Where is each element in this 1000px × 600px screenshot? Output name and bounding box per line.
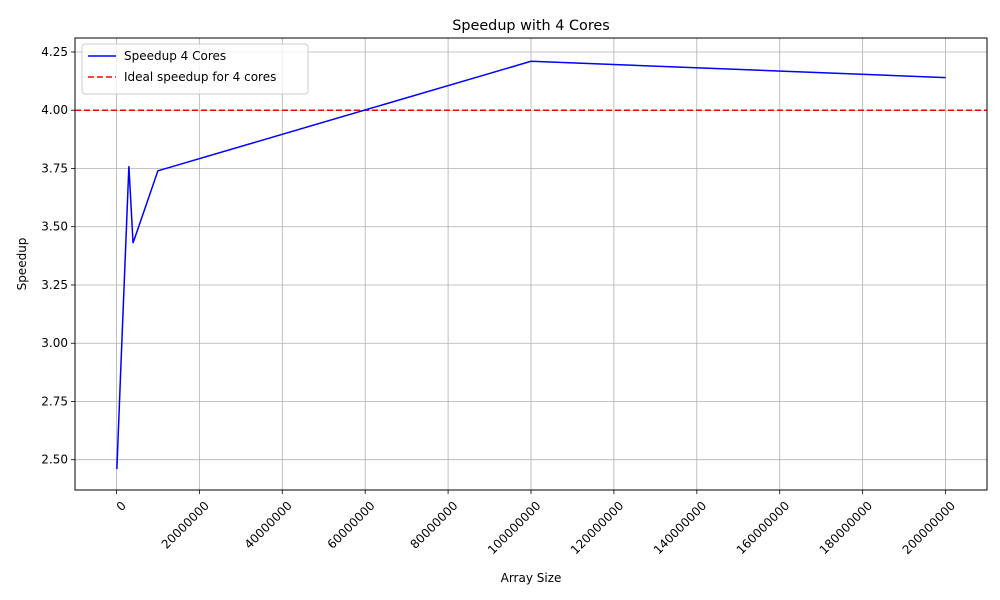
legend-label: Speedup 4 Cores [124,49,226,63]
x-tick-label: 80000000 [407,499,460,552]
y-axis-title: Speedup [15,238,29,291]
y-axis-ticks: 2.50 2.75 3.00 3.25 3.50 3.75 4.00 4.25 [41,45,75,467]
series-layer [116,60,946,470]
y-tick-label: 2.75 [41,394,68,408]
x-tick-label: 200000000 [900,499,958,557]
x-tick-label: 100000000 [485,499,543,557]
x-tick-label: 0 [114,499,129,514]
legend-label: Ideal speedup for 4 cores [124,70,276,84]
y-tick-label: 2.50 [41,453,68,467]
legend-box [81,43,309,95]
x-tick-label: 20000000 [159,499,212,552]
grid [75,38,987,490]
y-tick-label: 3.75 [41,161,68,175]
x-tick-label: 60000000 [325,499,378,552]
x-tick-label: 120000000 [568,499,626,557]
legend: Speedup 4 Cores Ideal speedup for 4 cores [81,43,309,95]
y-tick-label: 4.00 [41,103,68,117]
x-axis-ticks: 0 20000000 40000000 60000000 80000000 1000000… [114,490,958,557]
x-axis-title: Array Size [501,571,562,585]
y-tick-label: 3.00 [41,336,68,350]
y-tick-label: 3.25 [41,278,68,292]
y-tick-label: 4.25 [41,45,68,59]
x-tick-label: 40000000 [242,499,295,552]
x-tick-label: 160000000 [734,499,792,557]
x-tick-label: 140000000 [651,499,709,557]
y-tick-label: 3.50 [41,220,68,234]
x-tick-label: 180000000 [817,499,875,557]
chart-title: Speedup with 4 Cores [452,18,610,34]
